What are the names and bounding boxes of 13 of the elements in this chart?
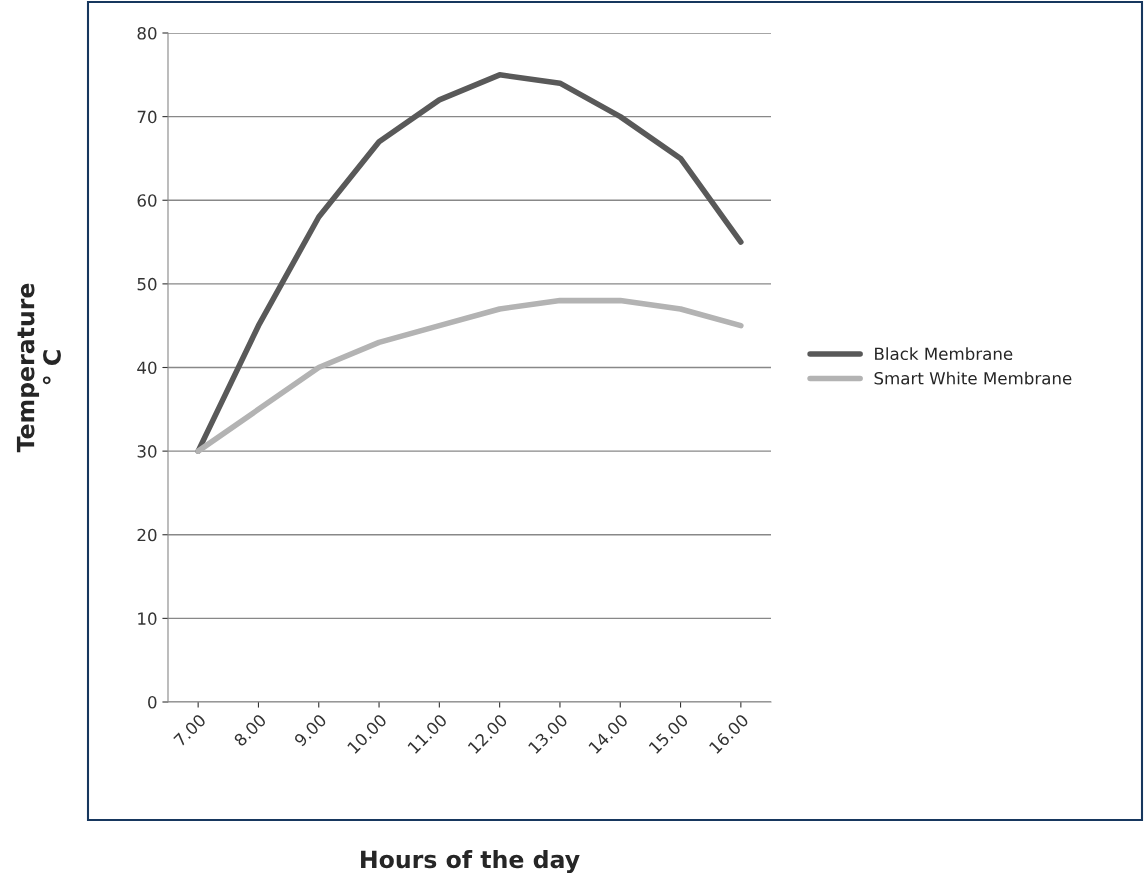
legend-label: Smart White Membrane bbox=[874, 371, 1072, 385]
y-tick-label: 60 bbox=[137, 194, 157, 207]
y-tick-label: 30 bbox=[137, 445, 157, 458]
y-tick-label: 40 bbox=[137, 361, 157, 375]
y-tick-label: 70 bbox=[137, 110, 157, 124]
y-tick-label: 0 bbox=[148, 695, 157, 709]
legend-label: Black Membrane bbox=[875, 347, 1013, 361]
y-tick-label: 80 bbox=[137, 26, 157, 40]
y-axis-title: Temperature ° C bbox=[16, 283, 61, 453]
x-axis-title: Hours of the day bbox=[361, 850, 580, 874]
y-tick-label: 50 bbox=[137, 277, 157, 291]
y-tick-label: 10 bbox=[138, 612, 157, 625]
y-tick-label: 20 bbox=[137, 528, 157, 542]
